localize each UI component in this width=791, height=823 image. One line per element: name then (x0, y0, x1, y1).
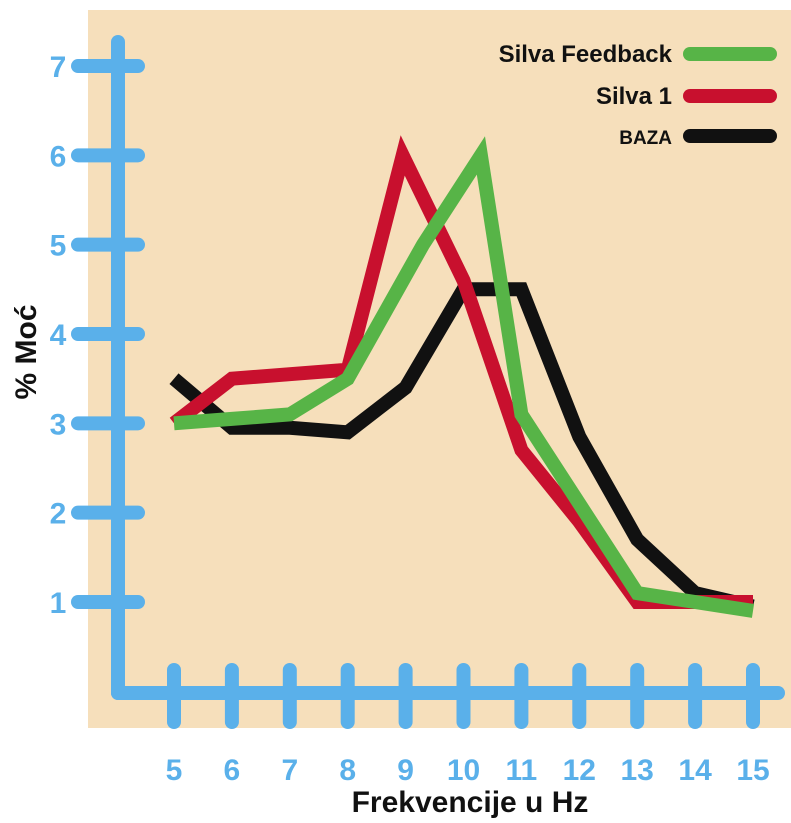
y-tick-label: 1 (50, 587, 67, 620)
y-tick-label: 5 (50, 230, 67, 263)
y-tick-label: 4 (50, 319, 67, 352)
x-tick-label: 9 (397, 754, 414, 787)
legend-label-silva-feedback: Silva Feedback (499, 41, 673, 68)
legend-label-baza: BAZA (619, 128, 672, 149)
x-tick-label: 11 (506, 754, 538, 787)
y-axis-title: % Moć (10, 304, 43, 399)
y-tick-label: 2 (50, 498, 67, 531)
x-tick-label: 6 (224, 754, 241, 787)
legend-label-silva-1: Silva 1 (596, 83, 672, 110)
y-tick-label: 7 (50, 51, 67, 84)
y-tick-label: 6 (50, 140, 67, 173)
series-line-silva-feedback (173, 136, 755, 618)
x-tick-label: 8 (339, 754, 356, 787)
legend: Silva Feedback Silva 1 BAZA (499, 41, 777, 149)
x-tick-label: 13 (621, 754, 654, 787)
plot-background (88, 10, 791, 728)
x-tick-label: 14 (678, 754, 712, 787)
x-tick-label: 5 (166, 754, 183, 787)
x-axis-title: Frekvencije u Hz (352, 786, 589, 819)
y-tick-label: 3 (50, 408, 67, 441)
x-tick-label: 15 (736, 754, 769, 787)
series-lines (169, 135, 755, 618)
x-tick-label: 10 (447, 754, 480, 787)
x-tick-label: 7 (281, 754, 298, 787)
x-tick-label: 12 (563, 754, 596, 787)
